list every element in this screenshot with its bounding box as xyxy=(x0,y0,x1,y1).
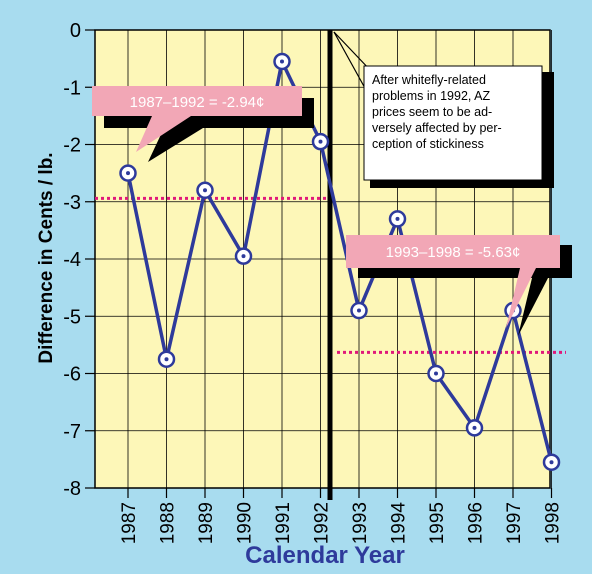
x-tick-label: 1991 xyxy=(273,502,294,544)
data-point-center xyxy=(472,425,477,430)
y-tick-label: -2 xyxy=(63,135,81,157)
data-point-center xyxy=(357,308,361,313)
x-tick-label: 1988 xyxy=(158,502,179,544)
x-tick-label: 1992 xyxy=(312,502,333,544)
data-point-center xyxy=(395,216,400,221)
x-tick-label: 1987 xyxy=(119,502,140,544)
data-point-center xyxy=(203,188,207,193)
y-tick-label: 0 xyxy=(70,20,81,42)
y-tick-label: -6 xyxy=(63,364,81,386)
y-tick-label: -7 xyxy=(63,421,81,443)
annotation-text: After whitefly-related problems in 1992,… xyxy=(372,72,540,152)
callout-1-box xyxy=(92,86,302,152)
y-tick-label: -3 xyxy=(63,192,81,214)
annotation-line: ception of stickiness xyxy=(372,137,484,151)
x-tick-label: 1993 xyxy=(350,502,371,544)
callout-2-label: 1993–1998 = -5.63¢ xyxy=(386,244,521,261)
annotation-line: After whitefly-related xyxy=(372,73,486,87)
annotation-line: versely affected by per- xyxy=(372,121,502,135)
data-point-center xyxy=(241,254,246,259)
x-tick-label: 1995 xyxy=(427,502,448,544)
annotation-box xyxy=(363,65,543,181)
x-tick-label: 1997 xyxy=(504,502,525,544)
y-tick-labels: 0 -1 -2 -3 -4 -5 -6 -7 -8 xyxy=(63,20,81,500)
x-tick-label: 1989 xyxy=(196,502,217,544)
x-tick-label: 1996 xyxy=(466,502,487,544)
data-point-center xyxy=(549,460,554,465)
annotation-pointer xyxy=(333,31,373,73)
y-tick-label: -8 xyxy=(63,478,81,500)
data-point-center xyxy=(318,139,323,144)
x-tick-label: 1998 xyxy=(543,502,564,544)
data-point-center xyxy=(164,357,169,362)
series-line xyxy=(126,59,554,463)
data-point-center xyxy=(280,59,284,64)
annotation-line: problems in 1992, AZ xyxy=(372,89,491,103)
data-points xyxy=(119,52,561,471)
data-point-center xyxy=(126,171,130,176)
x-tick-label: 1994 xyxy=(389,502,410,545)
x-tick-labels: 1987 1988 1989 1990 1991 1992 1993 1994 1995 1996… xyxy=(119,502,564,545)
callout-2-box xyxy=(346,235,560,328)
annotation-pointer-2 xyxy=(333,31,367,91)
x-axis-label: Calendar Year xyxy=(245,542,405,569)
y-tick-label: -1 xyxy=(63,77,81,99)
annotation-line: prices seem to be ad- xyxy=(372,105,493,119)
series-line-path xyxy=(126,59,554,463)
y-axis-label: Difference in Cents / lb. xyxy=(36,152,57,363)
data-point-center xyxy=(434,371,438,376)
y-tick-label: -4 xyxy=(63,249,81,271)
callout-1-label: 1987–1992 = -2.94¢ xyxy=(130,94,265,111)
y-tick-label: -5 xyxy=(63,306,81,328)
x-tick-label: 1990 xyxy=(235,502,256,544)
